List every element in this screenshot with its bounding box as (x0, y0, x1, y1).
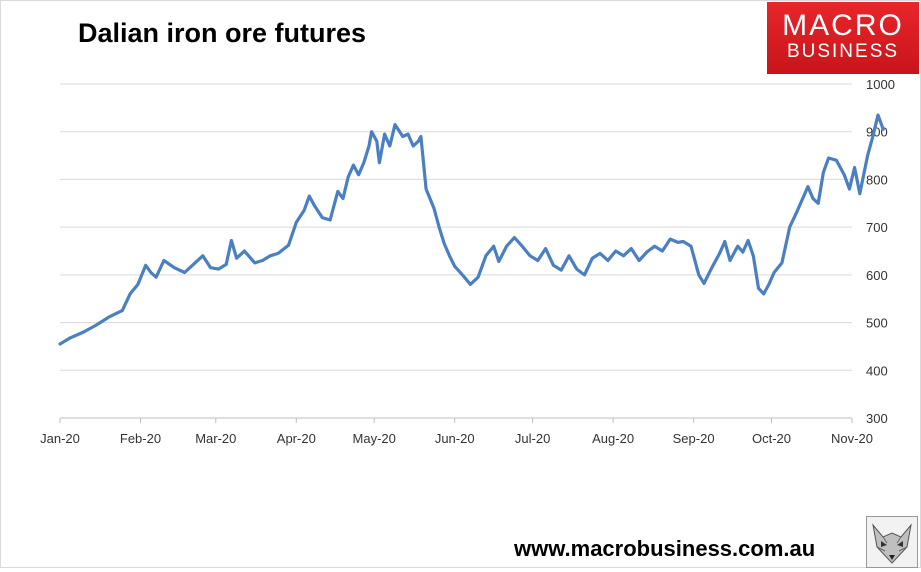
y-tick-label: 1000 (866, 77, 895, 92)
x-tick-label: Jun-20 (435, 431, 475, 446)
x-tick-label: Oct-20 (752, 431, 791, 446)
y-tick-label: 800 (866, 172, 888, 187)
logo-line-2: BUSINESS (786, 41, 900, 62)
x-tick-label: Jul-20 (515, 431, 550, 446)
series-group (58, 113, 885, 346)
y-tick-label: 500 (866, 316, 888, 331)
logo-line-1: MACRO (782, 9, 904, 42)
x-tick-label: Nov-20 (831, 431, 873, 446)
x-axis-ticks: Jan-20 Feb-20 Mar-20 Apr-20 May-20 Jun-20 Jul-… (40, 418, 873, 446)
x-tick-label: May-20 (353, 431, 396, 446)
x-tick-label: Aug-20 (592, 431, 634, 446)
x-tick-label: Mar-20 (195, 431, 236, 446)
y-axis-ticks: 300 400 500 600 700 800 900 1000 (866, 77, 895, 426)
y-tick-label: 300 (866, 411, 888, 426)
x-tick-label: Jan-20 (40, 431, 80, 446)
website-url: www.macrobusiness.com.au (514, 536, 816, 561)
y-tick-label: 900 (866, 125, 888, 140)
chart-title: Dalian iron ore futures (78, 18, 367, 48)
fox-face-icon (866, 516, 918, 568)
gridlines (60, 83, 852, 371)
macrobusiness-logo: MACRO BUSINESS (767, 2, 919, 74)
x-tick-label: Sep-20 (673, 431, 715, 446)
y-tick-label: 400 (866, 363, 888, 378)
y-tick-label: 700 (866, 220, 888, 235)
x-tick-label: Apr-20 (277, 431, 316, 446)
series-line-0 (58, 113, 885, 346)
x-tick-label: Feb-20 (120, 431, 161, 446)
y-tick-label: 600 (866, 268, 888, 283)
